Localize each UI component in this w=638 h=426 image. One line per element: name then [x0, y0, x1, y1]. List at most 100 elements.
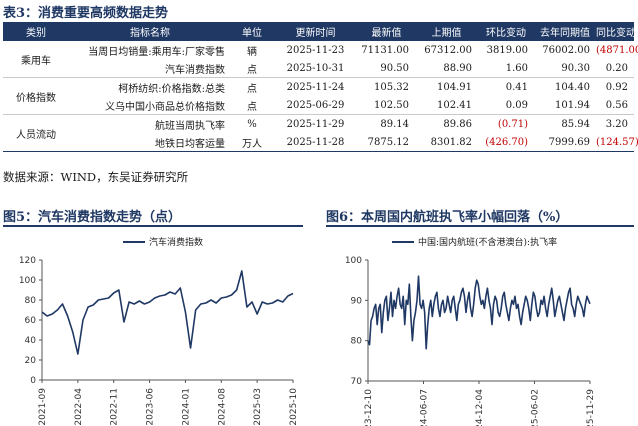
last-year-value-cell: 7999.69	[534, 133, 596, 152]
table-row: 义乌中国小商品总价格指数点 2025-06-29 102.50 102.41 0.09 1…	[3, 96, 634, 115]
x-tick-label: 2023-12-10	[364, 389, 374, 426]
x-tick-label: 2025-03	[253, 388, 263, 426]
latest-value-cell: 89.14	[380, 118, 409, 130]
indicator-name-cell: 义乌中国小商品总价格指数	[69, 96, 231, 115]
figure5-title: 图5：汽车消费指数走势（点）	[3, 210, 182, 225]
category-cell: 乘用车	[3, 41, 69, 78]
y-tick-label: 120	[19, 256, 36, 266]
table-row: 汽车消费指数点 2025-10-31 90.50 88.90 1.60 90.30 0.20	[3, 59, 634, 78]
last-year-value-cell: 85.94	[561, 118, 590, 130]
update-date-cell: 2025-06-29	[273, 96, 358, 115]
mom-change-cell: (426.70)	[478, 133, 534, 152]
x-tick-label: 2025-06-02	[531, 389, 541, 426]
yoy-change-cell: (124.57)	[596, 133, 638, 152]
previous-value-cell: 67312.00	[424, 44, 472, 56]
y-tick-label: 20	[25, 356, 37, 366]
col-header-yoy: 同比变动	[596, 22, 636, 41]
latest-value-cell: 7875.12	[358, 133, 415, 152]
y-tick-label: 100	[19, 276, 36, 286]
latest-value-cell: 102.50	[358, 96, 415, 115]
figure6-title: 图6：本周国内航班执飞率小幅回落（%）	[326, 210, 569, 225]
data-source-note: 数据来源：WIND，东吴证券研究所	[3, 170, 189, 184]
series-line	[41, 270, 294, 355]
x-tick-label: 2025-10	[289, 388, 299, 426]
col-header-category: 类别	[3, 22, 69, 41]
x-tick-label: 2022-11	[110, 388, 120, 426]
x-tick-label: 2024-01	[181, 388, 191, 426]
unit-cell: 点	[231, 96, 273, 115]
unit-cell: 辆	[247, 46, 257, 58]
update-date-cell: 2025-11-29	[286, 118, 345, 130]
table-title: 表3：消费重要高频数据走势	[3, 6, 169, 21]
indicator-name-cell: 柯桥纺织:价格指数:总类	[118, 83, 225, 95]
y-tick-label: 0	[30, 376, 36, 386]
series-line	[367, 275, 591, 350]
table-row: 乘用车 当周日均销量:乘用车:厂家零售 辆 2025-11-23 71131.00 673…	[3, 41, 638, 78]
update-date-cell: 2025-11-24	[286, 81, 345, 93]
col-header-update-time: 更新时间	[273, 22, 358, 41]
mom-change-cell: (0.71)	[497, 118, 528, 130]
yoy-change-cell: 0.92	[605, 81, 628, 93]
unit-cell: %	[247, 118, 257, 130]
x-tick-label: 2024-06-07	[420, 389, 430, 426]
indicator-name-cell: 航班当周执飞率	[155, 120, 225, 132]
y-tick-label: 80	[351, 337, 363, 347]
mom-change-cell: 3819.00	[486, 44, 528, 56]
last-year-value-cell: 101.94	[534, 96, 596, 115]
previous-value-cell: 102.41	[415, 96, 478, 115]
update-date-cell: 2025-11-23	[286, 44, 345, 56]
mom-change-cell: 0.09	[478, 96, 534, 115]
table-row: 人员流动 航班当周执飞率% 2025-11-29 89.14 89.86 (0.71) 85…	[3, 114, 634, 152]
col-header-previous: 上期值	[415, 22, 478, 41]
last-year-value-cell: 76002.00	[542, 44, 590, 56]
y-tick-label: 70	[351, 377, 363, 387]
yoy-change-cell: 0.56	[596, 96, 634, 115]
yoy-change-cell: 0.20	[596, 59, 634, 78]
previous-value-cell: 8301.82	[415, 133, 478, 152]
update-date-cell: 2025-10-31	[273, 59, 358, 78]
figure6-title-rule	[326, 225, 634, 227]
latest-value-cell: 90.50	[358, 59, 415, 78]
x-tick-label: 2023-06	[146, 388, 156, 426]
x-tick-label: 2024-08	[217, 388, 227, 426]
y-tick-label: 90	[351, 296, 363, 306]
x-tick-label: 2025-11-29	[586, 389, 596, 426]
yoy-change-cell: 3.20	[605, 118, 628, 130]
x-tick-label: 2022-04	[74, 388, 84, 426]
figure5-title-rule	[3, 225, 303, 227]
unit-cell: 点	[247, 83, 257, 95]
y-tick-label: 80	[25, 296, 37, 306]
indicator-name-cell: 当周日均销量:乘用车:厂家零售	[88, 46, 225, 58]
col-header-unit: 单位	[231, 22, 273, 41]
y-tick-label: 100	[345, 256, 362, 266]
indicator-name-cell: 汽车消费指数	[69, 59, 231, 78]
legend-label: 汽车消费指数	[149, 236, 203, 248]
col-header-last-year: 去年同期值	[534, 22, 596, 41]
unit-cell: 点	[231, 59, 273, 78]
col-header-indicator: 指标名称	[69, 22, 231, 41]
mom-change-cell: 1.60	[478, 59, 534, 78]
x-tick-label: 2021-09	[38, 388, 48, 426]
indicator-name-cell: 地铁日均客运量	[69, 133, 231, 152]
y-tick-label: 40	[25, 336, 37, 346]
latest-value-cell: 71131.00	[361, 44, 409, 56]
category-cell: 人员流动	[3, 114, 69, 152]
flight-execution-rate-chart: 70 80 90 100 2023-12-10 2024-06-07 2024-12-04 2…	[345, 236, 596, 426]
x-tick-label: 2024-12-04	[475, 389, 485, 426]
col-header-latest: 最新值	[358, 22, 415, 41]
col-header-mom: 环比变动	[478, 22, 534, 41]
previous-value-cell: 104.91	[437, 81, 472, 93]
yoy-change-cell: (4871.00)	[596, 44, 638, 56]
previous-value-cell: 89.86	[443, 118, 472, 130]
last-year-value-cell: 90.30	[534, 59, 596, 78]
legend-label: 中国:国内航班(不含港澳台):执飞率	[418, 236, 557, 248]
mom-change-cell: 0.41	[505, 81, 528, 93]
latest-value-cell: 105.32	[374, 81, 409, 93]
previous-value-cell: 88.90	[415, 59, 478, 78]
last-year-value-cell: 104.40	[555, 81, 590, 93]
consumption-data-table: 类别 指标名称 单位 更新时间 最新值 上期值 环比变动 去年同期值 同比变动 …	[3, 22, 638, 152]
category-cell: 价格指数	[3, 77, 69, 115]
table-header-row: 类别 指标名称 单位 更新时间 最新值 上期值 环比变动 去年同期值 同比变动	[3, 22, 636, 41]
unit-cell: 万人	[231, 133, 273, 152]
y-tick-label: 60	[25, 316, 37, 326]
